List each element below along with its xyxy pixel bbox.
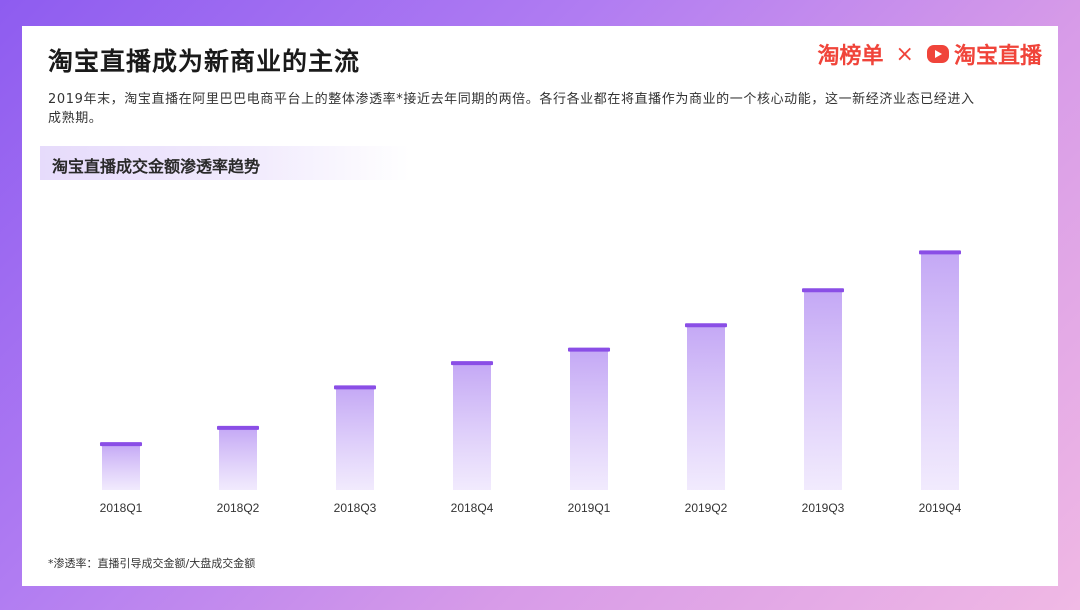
bar-cap-2019Q1 xyxy=(568,347,610,352)
play-icon xyxy=(926,45,949,63)
x-tick-label: 2019Q3 xyxy=(802,501,845,515)
taobao-live-logo: 淘宝直播 xyxy=(926,38,1042,70)
page-title: 淘宝直播成为新商业的主流 xyxy=(48,47,361,76)
bar-cap-2018Q4 xyxy=(451,361,493,366)
x-tick-label: 2019Q4 xyxy=(919,501,962,515)
x-tick-label: 2019Q1 xyxy=(568,501,611,515)
taobao-live-text: 淘宝直播 xyxy=(953,44,1042,69)
chart-title-band: 淘宝直播成交金额渗透率趋势 xyxy=(40,146,410,180)
x-tick-label: 2018Q3 xyxy=(334,501,377,515)
taobangdan-logo: 淘榜单 xyxy=(817,44,884,69)
bar-2019Q1 xyxy=(570,349,608,490)
slide-card: 淘宝直播成为新商业的主流 淘榜单 × 淘宝直播 2019年末，淘宝直播在阿里巴巴… xyxy=(22,26,1058,586)
bar-cap-2018Q3 xyxy=(334,385,376,390)
bar-cap-2019Q4 xyxy=(919,250,961,255)
description-text: 2019年末，淘宝直播在阿里巴巴电商平台上的整体渗透率*接近去年同期的两倍。各行… xyxy=(48,92,975,126)
bar-2018Q3 xyxy=(336,387,374,490)
bar-cap-2019Q2 xyxy=(685,323,727,328)
bar-2019Q4 xyxy=(921,252,959,490)
x-tick-label: 2018Q1 xyxy=(100,501,143,515)
bar-chart: 2018Q1 2018Q2 2018Q3 2018Q4 2019Q1 2019Q2 2019… xyxy=(100,250,962,515)
bar-2019Q2 xyxy=(687,325,725,490)
bar-2018Q2 xyxy=(219,427,257,490)
bar-2018Q1 xyxy=(102,444,140,490)
bar-2019Q3 xyxy=(804,290,842,490)
x-tick-label: 2019Q2 xyxy=(685,501,728,515)
bar-cap-2018Q2 xyxy=(217,425,259,430)
bar-cap-2018Q1 xyxy=(100,442,142,447)
footnote: *渗透率：直播引导成交金额/大盘成交金额 xyxy=(48,557,256,570)
bar-cap-2019Q3 xyxy=(802,288,844,293)
x-tick-label: 2018Q4 xyxy=(451,501,494,515)
bar-2018Q4 xyxy=(453,363,491,490)
brand-logos: 淘榜单 × 淘宝直播 xyxy=(818,38,1042,70)
brand-separator: × xyxy=(895,41,914,67)
chart-title: 淘宝直播成交金额渗透率趋势 xyxy=(52,157,261,176)
x-tick-label: 2018Q2 xyxy=(217,501,260,515)
